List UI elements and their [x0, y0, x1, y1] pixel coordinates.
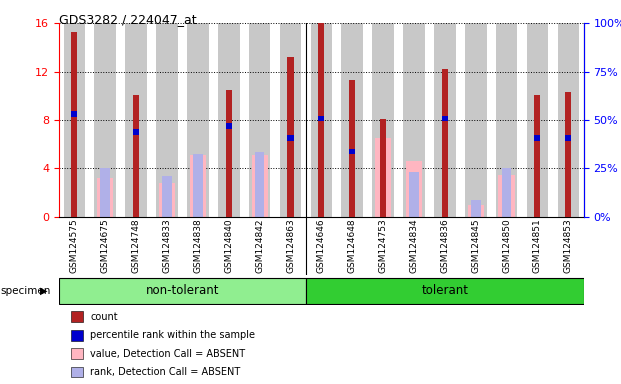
Text: GSM124840: GSM124840	[224, 218, 233, 273]
Bar	[565, 92, 571, 217]
Text: specimen: specimen	[1, 286, 51, 296]
Text: tolerant: tolerant	[421, 285, 468, 297]
Text: value, Detection Call = ABSENT: value, Detection Call = ABSENT	[90, 349, 245, 359]
Text: GSM124845: GSM124845	[471, 218, 480, 273]
Text: GSM124648: GSM124648	[348, 218, 356, 273]
Bar	[502, 169, 512, 217]
Bar	[468, 205, 484, 217]
Bar	[218, 23, 240, 217]
Bar	[162, 176, 172, 217]
Bar	[193, 154, 203, 217]
Bar	[409, 172, 419, 217]
Bar	[465, 23, 486, 217]
Bar	[442, 69, 448, 217]
Bar	[255, 152, 265, 217]
Bar	[535, 94, 540, 217]
Text: GDS3282 / 224047_at: GDS3282 / 224047_at	[59, 13, 197, 26]
Bar	[310, 23, 332, 217]
Text: count: count	[90, 312, 117, 322]
Bar	[349, 80, 355, 217]
Bar	[71, 111, 78, 117]
Bar	[71, 31, 78, 217]
Bar	[373, 23, 394, 217]
Bar	[125, 23, 147, 217]
Bar	[527, 23, 548, 217]
Bar	[249, 23, 270, 217]
Text: GSM124836: GSM124836	[440, 218, 450, 273]
Text: ▶: ▶	[40, 286, 48, 296]
Text: GSM124863: GSM124863	[286, 218, 295, 273]
Bar	[252, 155, 268, 217]
Bar	[558, 23, 579, 217]
Text: GSM124753: GSM124753	[379, 218, 388, 273]
Text: GSM124850: GSM124850	[502, 218, 511, 273]
Bar	[156, 23, 178, 217]
Bar	[159, 183, 175, 217]
Bar	[442, 116, 448, 121]
Bar	[133, 129, 139, 135]
Bar	[288, 136, 294, 141]
Text: rank, Detection Call = ABSENT: rank, Detection Call = ABSENT	[90, 367, 240, 377]
Bar	[499, 175, 515, 217]
Text: GSM124842: GSM124842	[255, 218, 264, 273]
Bar	[97, 178, 114, 217]
Bar	[535, 136, 540, 141]
Bar	[319, 23, 324, 217]
Bar	[375, 138, 391, 217]
Bar	[319, 116, 324, 121]
Bar	[190, 155, 206, 217]
Bar	[59, 278, 306, 304]
Bar	[133, 94, 139, 217]
Text: GSM124575: GSM124575	[70, 218, 79, 273]
Text: GSM124838: GSM124838	[193, 218, 202, 273]
Bar	[471, 200, 481, 217]
Bar	[434, 23, 456, 217]
Bar	[226, 90, 232, 217]
Text: non-tolerant: non-tolerant	[146, 285, 219, 297]
Text: percentile rank within the sample: percentile rank within the sample	[90, 330, 255, 340]
Bar	[496, 23, 517, 217]
Bar	[403, 23, 425, 217]
Text: GSM124675: GSM124675	[101, 218, 110, 273]
Bar	[279, 23, 301, 217]
Text: GSM124853: GSM124853	[564, 218, 573, 273]
Bar	[226, 123, 232, 129]
Bar	[187, 23, 209, 217]
Bar	[306, 278, 584, 304]
Bar	[288, 57, 294, 217]
Bar	[349, 149, 355, 154]
Bar	[63, 23, 85, 217]
Bar	[101, 169, 110, 217]
Text: GSM124851: GSM124851	[533, 218, 542, 273]
Text: GSM124833: GSM124833	[163, 218, 171, 273]
Text: GSM124834: GSM124834	[409, 218, 419, 273]
Text: GSM124646: GSM124646	[317, 218, 326, 273]
Bar	[406, 161, 422, 217]
Bar	[342, 23, 363, 217]
Text: GSM124748: GSM124748	[132, 218, 141, 273]
Bar	[94, 23, 116, 217]
Bar	[380, 119, 386, 217]
Bar	[565, 136, 571, 141]
